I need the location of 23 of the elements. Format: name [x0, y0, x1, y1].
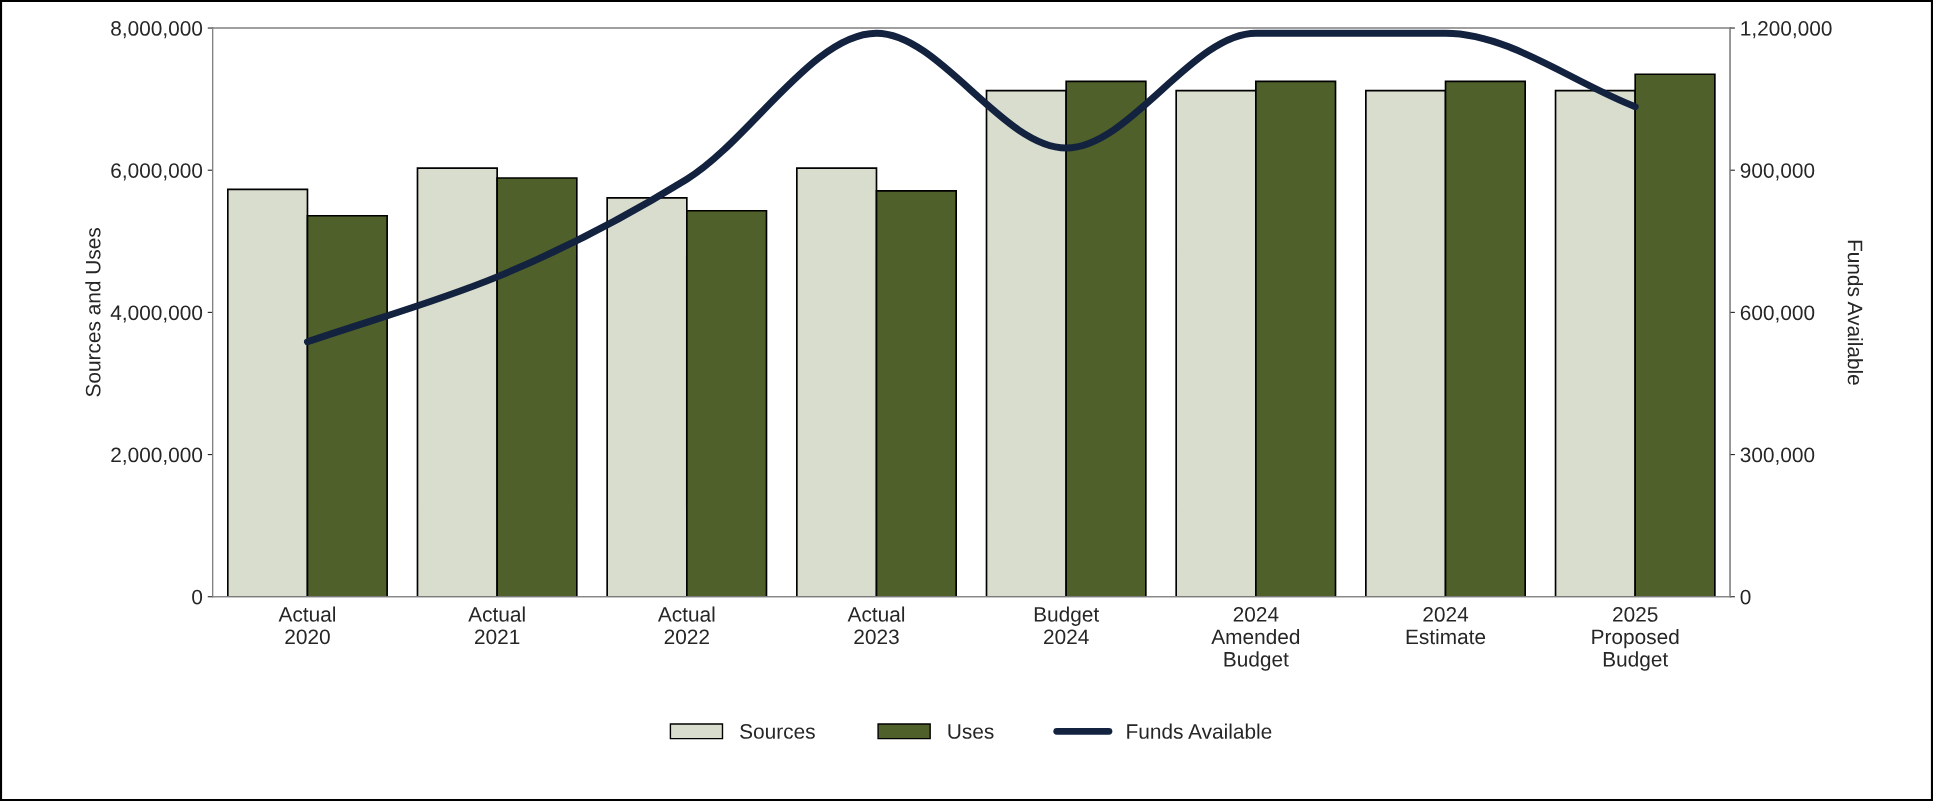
x-tick-label: Actual 2020 — [278, 606, 336, 645]
y2-tick-label: 1,200,000 — [1741, 21, 1832, 39]
x-tick-label: Actual 2022 — [657, 606, 715, 645]
legend-label: Funds Available — [1127, 723, 1272, 739]
x-tick-label: 2025 Proposed Budget — [1592, 607, 1679, 671]
x-tick-label: Actual 2023 — [847, 606, 905, 645]
x-tick-label: Budget 2024 — [1034, 606, 1100, 645]
y-tick-label: 8,000,000 — [111, 21, 203, 39]
legend-label: Uses — [948, 724, 994, 739]
x-tick-label: 2024 Amended Budget — [1211, 607, 1300, 671]
y2-tick-label: 600,000 — [1740, 305, 1815, 323]
y-tick-label: 0 — [192, 589, 203, 605]
y2-axis-title: Funds Available — [1847, 240, 1863, 385]
y-tick-label: 6,000,000 — [111, 163, 203, 181]
y2-tick-label: 900,000 — [1740, 163, 1815, 181]
y2-tick-label: 300,000 — [1740, 447, 1815, 465]
y-tick-label: 2,000,000 — [111, 447, 203, 465]
y2-tick-label: 0 — [1740, 589, 1751, 605]
y-tick-label: 4,000,000 — [110, 305, 203, 323]
x-tick-label: Actual 2021 — [468, 606, 525, 645]
x-tick-label: 2024 Estimate — [1406, 607, 1486, 645]
legend-label: Sources — [740, 724, 815, 739]
y-axis-title: Sources and Uses — [85, 228, 101, 397]
